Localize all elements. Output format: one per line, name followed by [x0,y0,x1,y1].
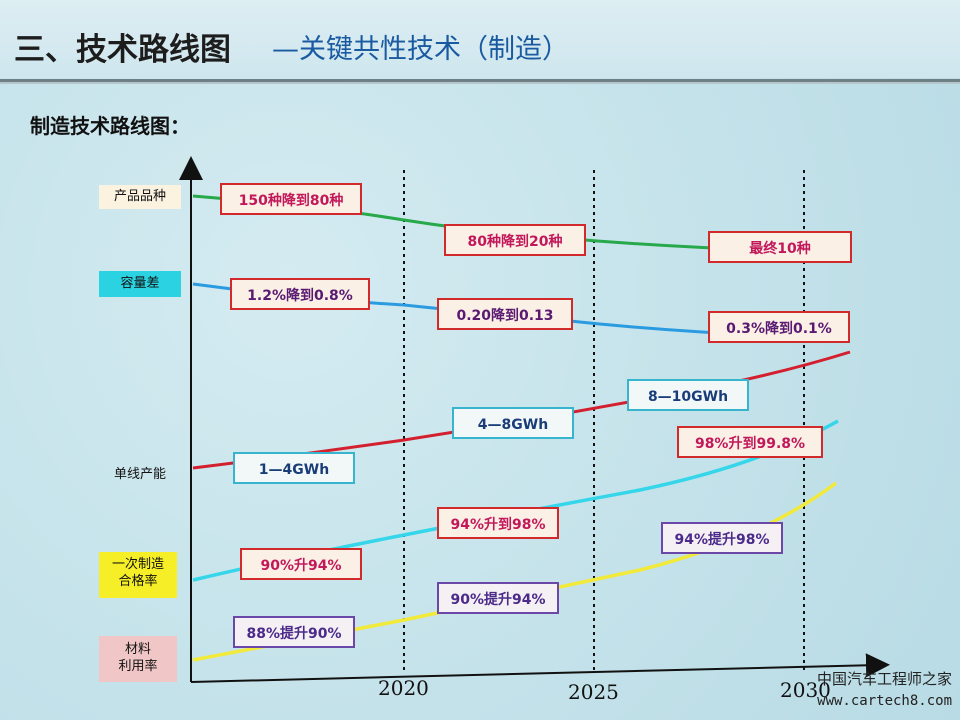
year-label-2025: 2025 [568,680,619,704]
milestone-product-1: 150种降到80种 [220,183,362,215]
milestone-material-1: 88%提升90% [233,616,355,648]
row-label-output: 单线产能 [113,467,166,482]
milestone-material-3: 94%提升98% [661,522,783,554]
milestone-yield-3: 98%升到99.8% [677,426,823,458]
milestone-capacity-3: 0.3%降到0.1% [708,311,850,343]
milestone-output-2: 4—8GWh [452,407,574,439]
milestone-output-3: 8—10GWh [627,379,749,411]
row-label-yield: 一次制造 合格率 [99,552,177,598]
milestone-output-1: 1—4GWh [233,452,355,484]
year-label-2020: 2020 [378,676,429,700]
x-axis [190,653,890,683]
milestone-capacity-1: 1.2%降到0.8% [230,278,370,310]
watermark-url: www.cartech8.com [817,693,952,709]
page-title-sub: —关键共性技术（制造） [272,34,569,65]
watermark-name: 中国汽车工程师之家 [816,670,952,688]
row-label-yield-line1: 一次制造 [111,557,164,572]
milestone-material-2: 90%提升94% [437,582,559,614]
watermark: 中国汽车工程师之家 www.cartech8.com [817,668,952,712]
row-label-material-line1: 材料 [124,642,151,657]
row-label-material: 材料 利用率 [99,636,177,682]
milestone-yield-1: 90%升94% [240,548,362,580]
row-label-yield-line2: 合格率 [118,574,158,589]
year-label-2030: 2030 [780,678,831,702]
title-divider [0,79,960,84]
diagram-subtitle: 制造技术路线图： [30,114,190,138]
row-label-product: 产品品种 [99,185,181,209]
milestone-yield-2: 94%升到98% [437,507,559,539]
row-label-material-line2: 利用率 [118,659,158,674]
row-label-capacity: 容量差 [99,271,181,297]
milestone-product-2: 80种降到20种 [444,224,586,256]
milestone-product-3: 最终10种 [708,231,852,263]
title-bar: 三、技术路线图 —关键共性技术（制造） [0,0,960,78]
milestone-capacity-2: 0.20降到0.13 [437,298,573,330]
page-title: 三、技术路线图 [14,32,231,68]
